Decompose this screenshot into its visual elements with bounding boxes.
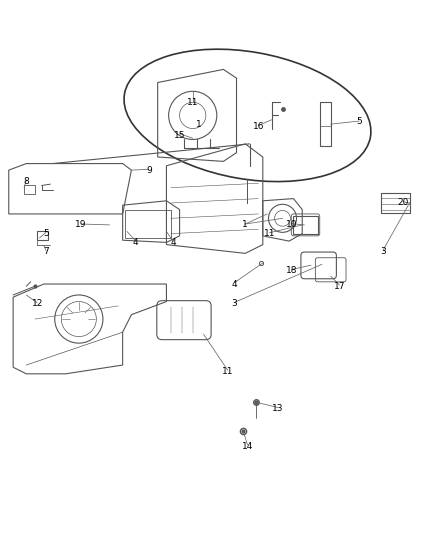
Bar xyxy=(37,231,48,240)
Text: 17: 17 xyxy=(334,282,345,290)
Text: 1: 1 xyxy=(242,220,248,229)
Text: 20: 20 xyxy=(397,198,409,207)
Text: 11: 11 xyxy=(264,229,275,238)
Text: 5: 5 xyxy=(43,229,49,238)
Text: 10: 10 xyxy=(286,220,297,229)
Text: 9: 9 xyxy=(146,166,152,175)
Text: 16: 16 xyxy=(253,122,264,131)
Bar xyxy=(24,185,35,194)
Text: 5: 5 xyxy=(356,117,362,126)
Text: 15: 15 xyxy=(174,131,185,140)
Text: 4: 4 xyxy=(232,279,237,288)
Bar xyxy=(125,209,171,238)
Text: 14: 14 xyxy=(242,441,253,450)
Text: 11: 11 xyxy=(222,367,233,376)
Text: 12: 12 xyxy=(32,299,43,308)
Text: 8: 8 xyxy=(23,176,29,185)
Text: 4: 4 xyxy=(133,238,138,247)
Bar xyxy=(320,102,331,146)
Text: 19: 19 xyxy=(75,220,87,229)
Text: 3: 3 xyxy=(380,247,386,256)
Text: 3: 3 xyxy=(231,299,237,308)
Bar xyxy=(293,216,318,233)
Text: 11: 11 xyxy=(187,98,198,107)
Text: 4: 4 xyxy=(170,238,176,247)
Text: 7: 7 xyxy=(43,247,49,256)
Text: 1: 1 xyxy=(196,119,202,128)
Text: 13: 13 xyxy=(272,405,284,414)
Bar xyxy=(381,193,410,213)
Text: 18: 18 xyxy=(286,266,297,276)
